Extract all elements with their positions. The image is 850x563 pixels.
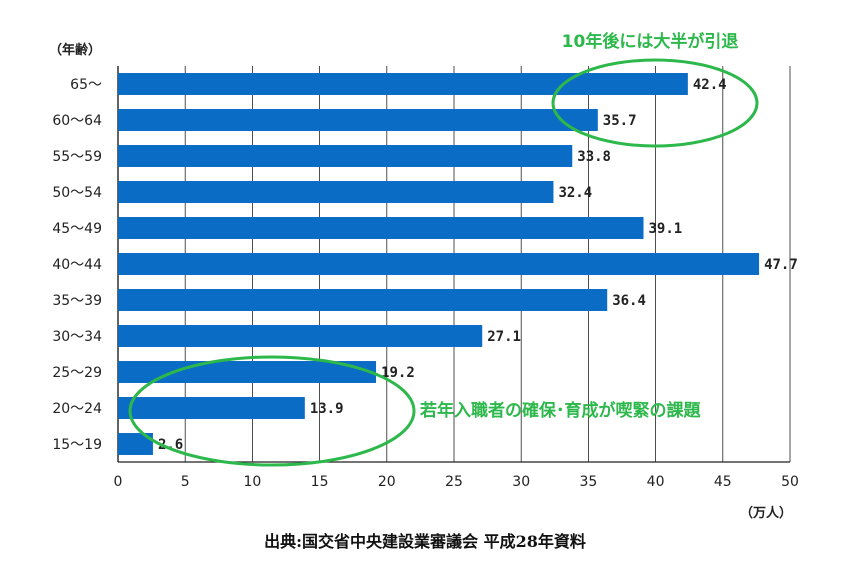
y-tick-label: 60～64	[52, 113, 102, 129]
source-caption: 出典:国交省中央建設業審議会 平成28年資料	[264, 532, 586, 551]
y-tick-label: 55～59	[52, 149, 102, 165]
value-label: 33.8	[577, 149, 611, 165]
bar	[118, 217, 644, 239]
x-tick-labels: 0 5 10 15 20 25 30 35 40 45 50	[114, 474, 799, 490]
value-label: 2.6	[158, 437, 183, 453]
bar	[118, 145, 573, 167]
annotation-bottom-text: 若年入職者の確保･育成が喫緊の課題	[419, 400, 701, 421]
x-tick-label: 20	[378, 474, 396, 490]
annotation-top-text: 10年後には大半が引退	[562, 31, 739, 52]
x-tick-label: 10	[243, 474, 261, 490]
x-tick-label: 45	[714, 474, 732, 490]
y-tick-label: 45～49	[52, 221, 102, 237]
x-tick-label: 5	[181, 474, 190, 490]
bars	[118, 73, 760, 455]
bar	[118, 361, 377, 383]
x-tick-label: 40	[647, 474, 665, 490]
x-tick-label: 50	[781, 474, 799, 490]
x-tick-label: 25	[445, 474, 463, 490]
y-tick-labels: 65～ 60～64 55～59 50～54 45～49 40～44 35～39 30～34 25…	[52, 77, 102, 453]
bar	[118, 73, 688, 95]
x-tick-label: 0	[114, 474, 123, 490]
value-label: 36.4	[612, 293, 646, 309]
y-tick-label: 25～29	[52, 365, 102, 381]
bar	[118, 181, 554, 203]
y-tick-label: 20～24	[52, 401, 102, 417]
y-tick-label: 35～39	[52, 293, 102, 309]
bar	[118, 289, 608, 311]
value-label: 35.7	[603, 113, 637, 129]
value-label: 39.1	[649, 221, 683, 237]
value-label: 13.9	[310, 401, 344, 417]
x-tick-label: 35	[579, 474, 597, 490]
annotation-ellipse-bottom	[128, 355, 416, 467]
x-axis-label: （万人）	[740, 505, 792, 521]
value-label: 32.4	[558, 185, 592, 201]
value-label: 47.7	[764, 257, 798, 273]
bar	[118, 325, 483, 347]
value-label: 27.1	[487, 329, 521, 345]
y-tick-label: 40～44	[52, 257, 102, 273]
x-tick-label: 15	[311, 474, 329, 490]
value-labels: 42.4 35.7 33.8 32.4 39.1 47.7 36.4 27.1 19.2 13.9…	[158, 77, 798, 453]
y-tick-label: 50～54	[52, 185, 102, 201]
x-tick-label: 30	[512, 474, 530, 490]
y-tick-label: 65～	[70, 77, 102, 93]
bar	[118, 433, 153, 455]
value-label: 42.4	[693, 77, 727, 93]
bar	[118, 253, 760, 275]
annotation-ellipse-top	[551, 58, 759, 148]
y-axis-label: （年齢）	[49, 42, 101, 58]
bar	[118, 397, 305, 419]
value-label: 19.2	[381, 365, 415, 381]
bar	[118, 109, 598, 131]
y-tick-label: 30～34	[52, 329, 102, 345]
y-tick-label: 15～19	[52, 437, 102, 453]
bar-chart: 65～ 60～64 55～59 50～54 45～49 40～44 35～39 30～34 25…	[49, 31, 799, 521]
